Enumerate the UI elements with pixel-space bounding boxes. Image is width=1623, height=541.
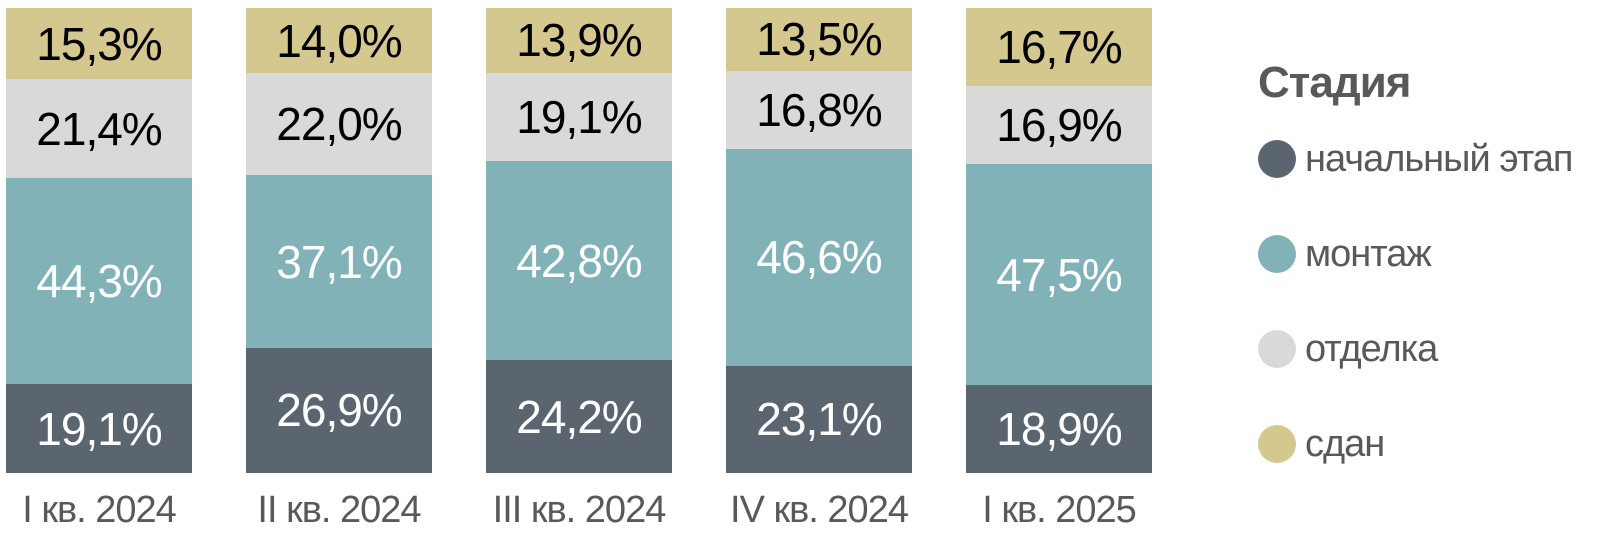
x-axis-label: I кв. 2025 — [982, 489, 1137, 531]
bar-segment-finishing: 19,1% — [486, 72, 672, 162]
segment-value-label: 16,7% — [996, 20, 1122, 73]
bar-segment-delivered: 13,9% — [486, 8, 672, 73]
legend-item-label: отделка — [1305, 327, 1438, 370]
bar-segment-assembly: 37,1% — [246, 175, 432, 348]
legend: Стадия начальный этап монтаж отделка сдан — [1258, 0, 1623, 541]
segment-value-label: 21,4% — [36, 102, 162, 155]
legend-swatch-icon — [1258, 330, 1296, 368]
legend-item-label: начальный этап — [1305, 137, 1574, 180]
bar-segment-initial-stage: 18,9% — [966, 385, 1152, 473]
segment-value-label: 23,1% — [756, 393, 882, 446]
segment-value-label: 47,5% — [996, 248, 1122, 301]
stacked-bar: 14,0% 22,0% 37,1% 26,9% — [246, 8, 432, 473]
bar-segment-delivered: 16,7% — [966, 8, 1152, 86]
legend-swatch-icon — [1258, 235, 1296, 273]
bar-segment-assembly: 47,5% — [966, 164, 1152, 386]
stacked-bar: 15,3% 21,4% 44,3% 19,1% — [6, 8, 192, 473]
x-axis-label: III кв. 2024 — [492, 489, 667, 531]
legend-title: Стадия — [1258, 58, 1411, 107]
bar-column: 13,9% 19,1% 42,8% 24,2% III кв. 2024 — [486, 8, 672, 532]
bar-column: 16,7% 16,9% 47,5% 18,9% I кв. 2025 — [966, 8, 1152, 532]
segment-value-label: 44,3% — [36, 255, 162, 308]
legend-item-label: монтаж — [1305, 232, 1432, 275]
segment-value-label: 42,8% — [516, 234, 642, 287]
bars-area: 15,3% 21,4% 44,3% 19,1% I кв. 2024 14,0% 22,0%… — [6, 8, 1152, 532]
bar-column: 15,3% 21,4% 44,3% 19,1% I кв. 2024 — [6, 8, 192, 532]
legend-swatch-icon — [1258, 140, 1296, 178]
bar-segment-delivered: 14,0% — [246, 8, 432, 74]
bar-segment-assembly: 42,8% — [486, 161, 672, 361]
x-axis-label: II кв. 2024 — [257, 489, 421, 531]
stacked-bar: 16,7% 16,9% 47,5% 18,9% — [966, 8, 1152, 473]
bar-segment-initial-stage: 26,9% — [246, 347, 432, 473]
legend-item-assembly: монтаж — [1258, 232, 1432, 275]
bar-segment-delivered: 13,5% — [726, 8, 912, 71]
bar-segment-initial-stage: 19,1% — [6, 384, 192, 473]
bar-segment-finishing: 16,8% — [726, 70, 912, 149]
bar-segment-delivered: 15,3% — [6, 8, 192, 80]
segment-value-label: 15,3% — [36, 17, 162, 70]
stacked-bar: 13,5% 16,8% 46,6% 23,1% — [726, 8, 912, 473]
bar-segment-assembly: 44,3% — [6, 178, 192, 385]
bar-segment-finishing: 21,4% — [6, 79, 192, 179]
x-axis-label: IV кв. 2024 — [730, 489, 909, 531]
x-axis-label: I кв. 2024 — [22, 489, 177, 531]
legend-item-delivered: сдан — [1258, 422, 1385, 465]
segment-value-label: 46,6% — [756, 231, 882, 284]
segment-value-label: 37,1% — [276, 235, 402, 288]
segment-value-label: 22,0% — [276, 98, 402, 151]
legend-swatch-icon — [1258, 425, 1296, 463]
bar-segment-initial-stage: 23,1% — [726, 365, 912, 473]
legend-item-label: сдан — [1305, 422, 1385, 465]
legend-item-finishing: отделка — [1258, 327, 1438, 370]
segment-value-label: 16,8% — [756, 83, 882, 136]
segment-value-label: 16,9% — [996, 98, 1122, 151]
bar-segment-finishing: 22,0% — [246, 73, 432, 176]
bar-segment-assembly: 46,6% — [726, 148, 912, 366]
segment-value-label: 26,9% — [276, 384, 402, 437]
stacked-bar: 13,9% 19,1% 42,8% 24,2% — [486, 8, 672, 473]
segment-value-label: 19,1% — [36, 402, 162, 455]
segment-value-label: 13,9% — [516, 14, 642, 67]
legend-item-initial-stage: начальный этап — [1258, 137, 1574, 180]
segment-value-label: 18,9% — [996, 403, 1122, 456]
bar-column: 13,5% 16,8% 46,6% 23,1% IV кв. 2024 — [726, 8, 912, 532]
bar-segment-finishing: 16,9% — [966, 85, 1152, 165]
segment-value-label: 14,0% — [276, 14, 402, 67]
segment-value-label: 13,5% — [756, 13, 882, 66]
bar-column: 14,0% 22,0% 37,1% 26,9% II кв. 2024 — [246, 8, 432, 532]
segment-value-label: 24,2% — [516, 390, 642, 443]
segment-value-label: 19,1% — [516, 91, 642, 144]
bar-segment-initial-stage: 24,2% — [486, 360, 672, 473]
